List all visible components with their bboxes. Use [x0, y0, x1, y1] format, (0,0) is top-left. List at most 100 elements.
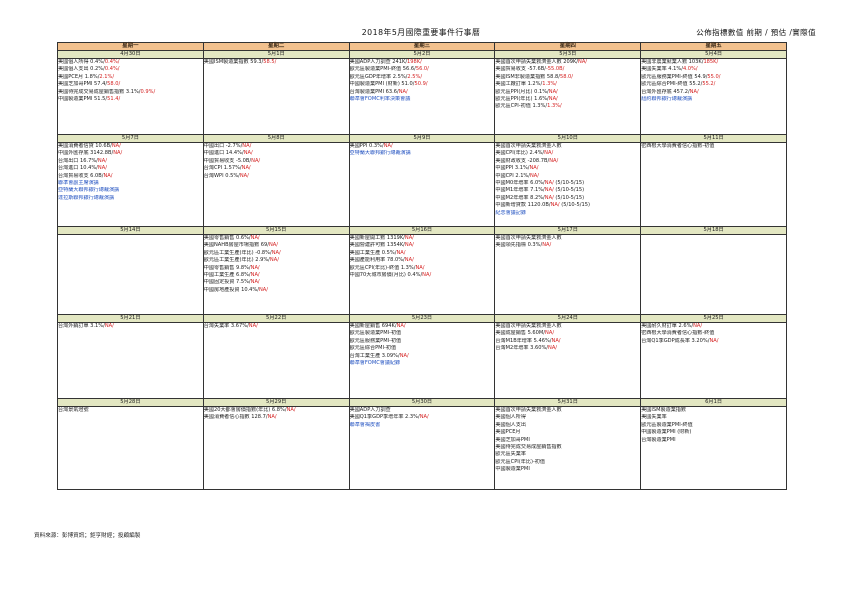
event-text: 中國製造業PMI — [495, 466, 530, 473]
events-row: 台灣外銷訂單 3.1%/NA/台灣失業率 3.67%/NA/美國新屋銷售 694… — [57, 322, 787, 399]
day-date: 5月23日 — [348, 314, 496, 323]
event-estimate: NA/ — [530, 172, 540, 179]
event-estimate: NA/ — [251, 157, 261, 164]
event-estimate: NA/ — [250, 264, 260, 271]
day-events-cell: 台灣失業率 3.67%/NA/ — [202, 322, 350, 399]
event-estimate: NA/ — [542, 242, 552, 249]
day-events-cell: 中國出口 -2.7%/NA/中國進口 14.4%/NA/中國貿易收支 -5.0B… — [202, 142, 350, 227]
day-events-cell: 美國首次申請失業救濟金人數 美國CPI(年比) 2.4%/NA/美國財政收支 -2… — [494, 142, 642, 227]
event-text: 美國失業率 4.1%/ — [641, 66, 683, 73]
event-date-range: (5/10-5/15) — [553, 187, 585, 194]
day-events-cell: 美國ISM製造業指數 59.3/58.5/ — [202, 58, 350, 135]
event-line: 美國ISM製造業指數 59.3/58.5/ — [204, 59, 349, 66]
event-estimate: 55.0/ — [707, 73, 721, 80]
event-estimate: NA/ — [241, 165, 251, 172]
event-estimate: NA/ — [548, 96, 558, 103]
event-line: 台灣製造業PMI — [641, 437, 786, 444]
event-line: 美國待完成交易成屋銷售指數 — [495, 444, 640, 451]
event-estimate: NA/ — [544, 187, 554, 194]
event-text: 台灣進口 10.4%/ — [58, 165, 98, 172]
event-line: 美國首次申請失業救濟金人數 — [495, 143, 640, 150]
event-estimate: NA/ — [689, 88, 699, 95]
event-line: 歐元區製造業PMI-終值 56.6/56.0/ — [350, 66, 495, 73]
day-events-cell: 美國PPI 0.3%/NA/亞特蘭大聯邦銀行總裁演講 — [348, 142, 496, 227]
event-line: 中國製造業PMI 51.5/51.4/ — [58, 96, 203, 103]
event-text: 歐元區製造業PMI-終值 56.6/ — [349, 66, 416, 73]
event-speech: 聯準會副主席演講 — [58, 180, 99, 187]
event-text: 中國PPI 3.1%/ — [495, 165, 530, 172]
event-text: 中國出口 -2.7%/ — [203, 143, 243, 149]
event-line: 中國進口 14.4%/NA/ — [204, 150, 349, 157]
event-line: 美國ADP人力調查 — [350, 407, 495, 414]
day-date: 5月4日 — [640, 50, 787, 59]
day-date: 5月14日 — [57, 226, 204, 235]
event-line: 歐元區工業生產(年比) -0.8%/NA/ — [204, 250, 349, 257]
value-legend: 公佈指標數值 前期 / 預估 /實際值 — [696, 28, 816, 37]
event-text: 美國待完成交易成屋銷售指數 3.1%/ — [58, 88, 141, 95]
day-date: 5月30日 — [348, 398, 496, 407]
event-estimate: NA/ — [286, 407, 296, 413]
day-date: 4月30日 — [57, 50, 204, 59]
event-line: 密西根大學消費者信心指數-終值 — [641, 330, 786, 337]
event-text: 歐元區CPI-初值 1.3%/ — [495, 103, 548, 110]
event-text: 台灣M2年增率 3.60%/ — [495, 345, 549, 352]
day-events-cell: 美國首次申請失業救濟金人數 209K/NA/美國貿易收支 -57.6B/-55.… — [494, 58, 642, 135]
event-text: 美國首次申請失業救濟金人數 209K/ — [495, 59, 579, 65]
day-events-cell: 美國ADP人力調查 美國Q1季GDP季增年率 2.3%/NA/聯準會褐皮書 — [348, 406, 496, 490]
event-estimate: NA/ — [548, 88, 558, 95]
event-text: 中國製造業PMI (財新) — [641, 429, 692, 436]
event-line: 美國個人所得 — [495, 414, 640, 421]
event-line: 中國製造業PMI — [495, 466, 640, 473]
event-line: 中國貿易收支 -5.0B/NA/ — [204, 158, 349, 165]
day-date: 5月18日 — [640, 226, 787, 235]
event-line: 美國首次申請失業救濟金人數 — [495, 235, 640, 242]
page-title: 2018年5月國際重要事件行事曆 — [361, 28, 481, 37]
event-estimate: NA/ — [550, 202, 560, 209]
event-text: 美國失業率 — [641, 414, 667, 421]
event-estimate: 51.4/ — [107, 96, 121, 103]
event-estimate: NA/ — [104, 323, 114, 329]
event-text: 美國工廠訂單 1.2%/ — [495, 81, 543, 88]
event-text: 美國PCE月 — [495, 429, 521, 436]
day-events-cell: 美國首次申請失業救濟金人數 美國成屋銷售 5.60M/NA/台灣M1B年增率 5.… — [494, 322, 642, 399]
event-line: 歐元區製造業PMI-初值 — [350, 330, 495, 337]
event-line: 美國PCE月 — [495, 429, 640, 436]
event-line: 中國零售銷售 9.8%/NA/ — [204, 265, 349, 272]
event-line: 中國出口 -2.7%/NA/ — [204, 143, 349, 150]
event-line: 美國消費者信心指數 128.7/NA/ — [204, 414, 349, 421]
event-estimate: NA/ — [113, 150, 123, 157]
day-events-cell: 美國20大都會房價指數(年比) 6.8%/NA/美國消費者信心指數 128.7/… — [202, 406, 350, 490]
event-text: 歐元區服務業PMI-終值 54.9/ — [641, 73, 708, 80]
event-estimate: NA/ — [239, 172, 249, 179]
day-events-cell: 美國ISM製造業指數 美國失業率 歐元區製造業PMI-終值 中國製造業PMI (財新)… — [640, 406, 787, 490]
event-line: 歐元區服務業PMI-終值 54.9/55.0/ — [641, 74, 786, 81]
event-text: 中國新增貸款 1120.0B/ — [495, 202, 551, 209]
event-estimate: NA/ — [97, 157, 107, 164]
event-line: 美國耐久財訂單 2.6%/NA/ — [641, 323, 786, 330]
event-estimate: NA/ — [250, 235, 260, 241]
event-text: 美國消費者信貸 10.6B/ — [58, 143, 112, 149]
event-text: 美國個人支出 0.2%/ — [58, 66, 105, 73]
event-line: 美國工廠訂單 1.2%/1.3%/ — [495, 81, 640, 88]
event-estimate: 0.4%/ — [104, 66, 120, 73]
event-line: 美國首次申請失業救濟金人數 209K/NA/ — [495, 59, 640, 66]
event-line: 歐元區CPI(年比)-初值 — [495, 459, 640, 466]
event-line: 中國M0年增率 6.0%/NA/ (5/10-5/15) — [495, 180, 640, 187]
event-line: 美國芝加哥PMI 57.4/58.0/ — [58, 81, 203, 88]
event-estimate: NA/ — [709, 337, 719, 344]
event-line: 美國領先指標 0.3%/NA/ — [495, 242, 640, 249]
event-estimate: NA/ — [269, 257, 279, 264]
event-text: 歐元區工業生產(年比) -0.8%/ — [203, 249, 272, 256]
event-estimate: NA/ — [544, 150, 554, 157]
event-line: 中國70大城市房價(月比) 0.4%/NA/ — [350, 272, 495, 279]
day-date: 5月31日 — [494, 398, 642, 407]
date-row: 4月30日 5月1日 5月2日 5月3日 5月4日 — [57, 50, 787, 59]
event-line: 歐元區失業率 — [495, 451, 640, 458]
event-line: 美國20大都會房價指數(年比) 6.8%/NA/ — [204, 407, 349, 414]
date-row: 5月21日 5月22日 5月23日 5月24日 5月25日 — [57, 314, 787, 323]
event-line: 美國新屋開工數 1319K/NA/ — [350, 235, 495, 242]
day-date: 5月29日 — [202, 398, 350, 407]
event-line: 台灣進口 10.4%/NA/ — [58, 165, 203, 172]
event-text: 歐元區製造業PMI-初值 — [349, 330, 402, 337]
event-estimate: NA/ — [242, 143, 252, 149]
